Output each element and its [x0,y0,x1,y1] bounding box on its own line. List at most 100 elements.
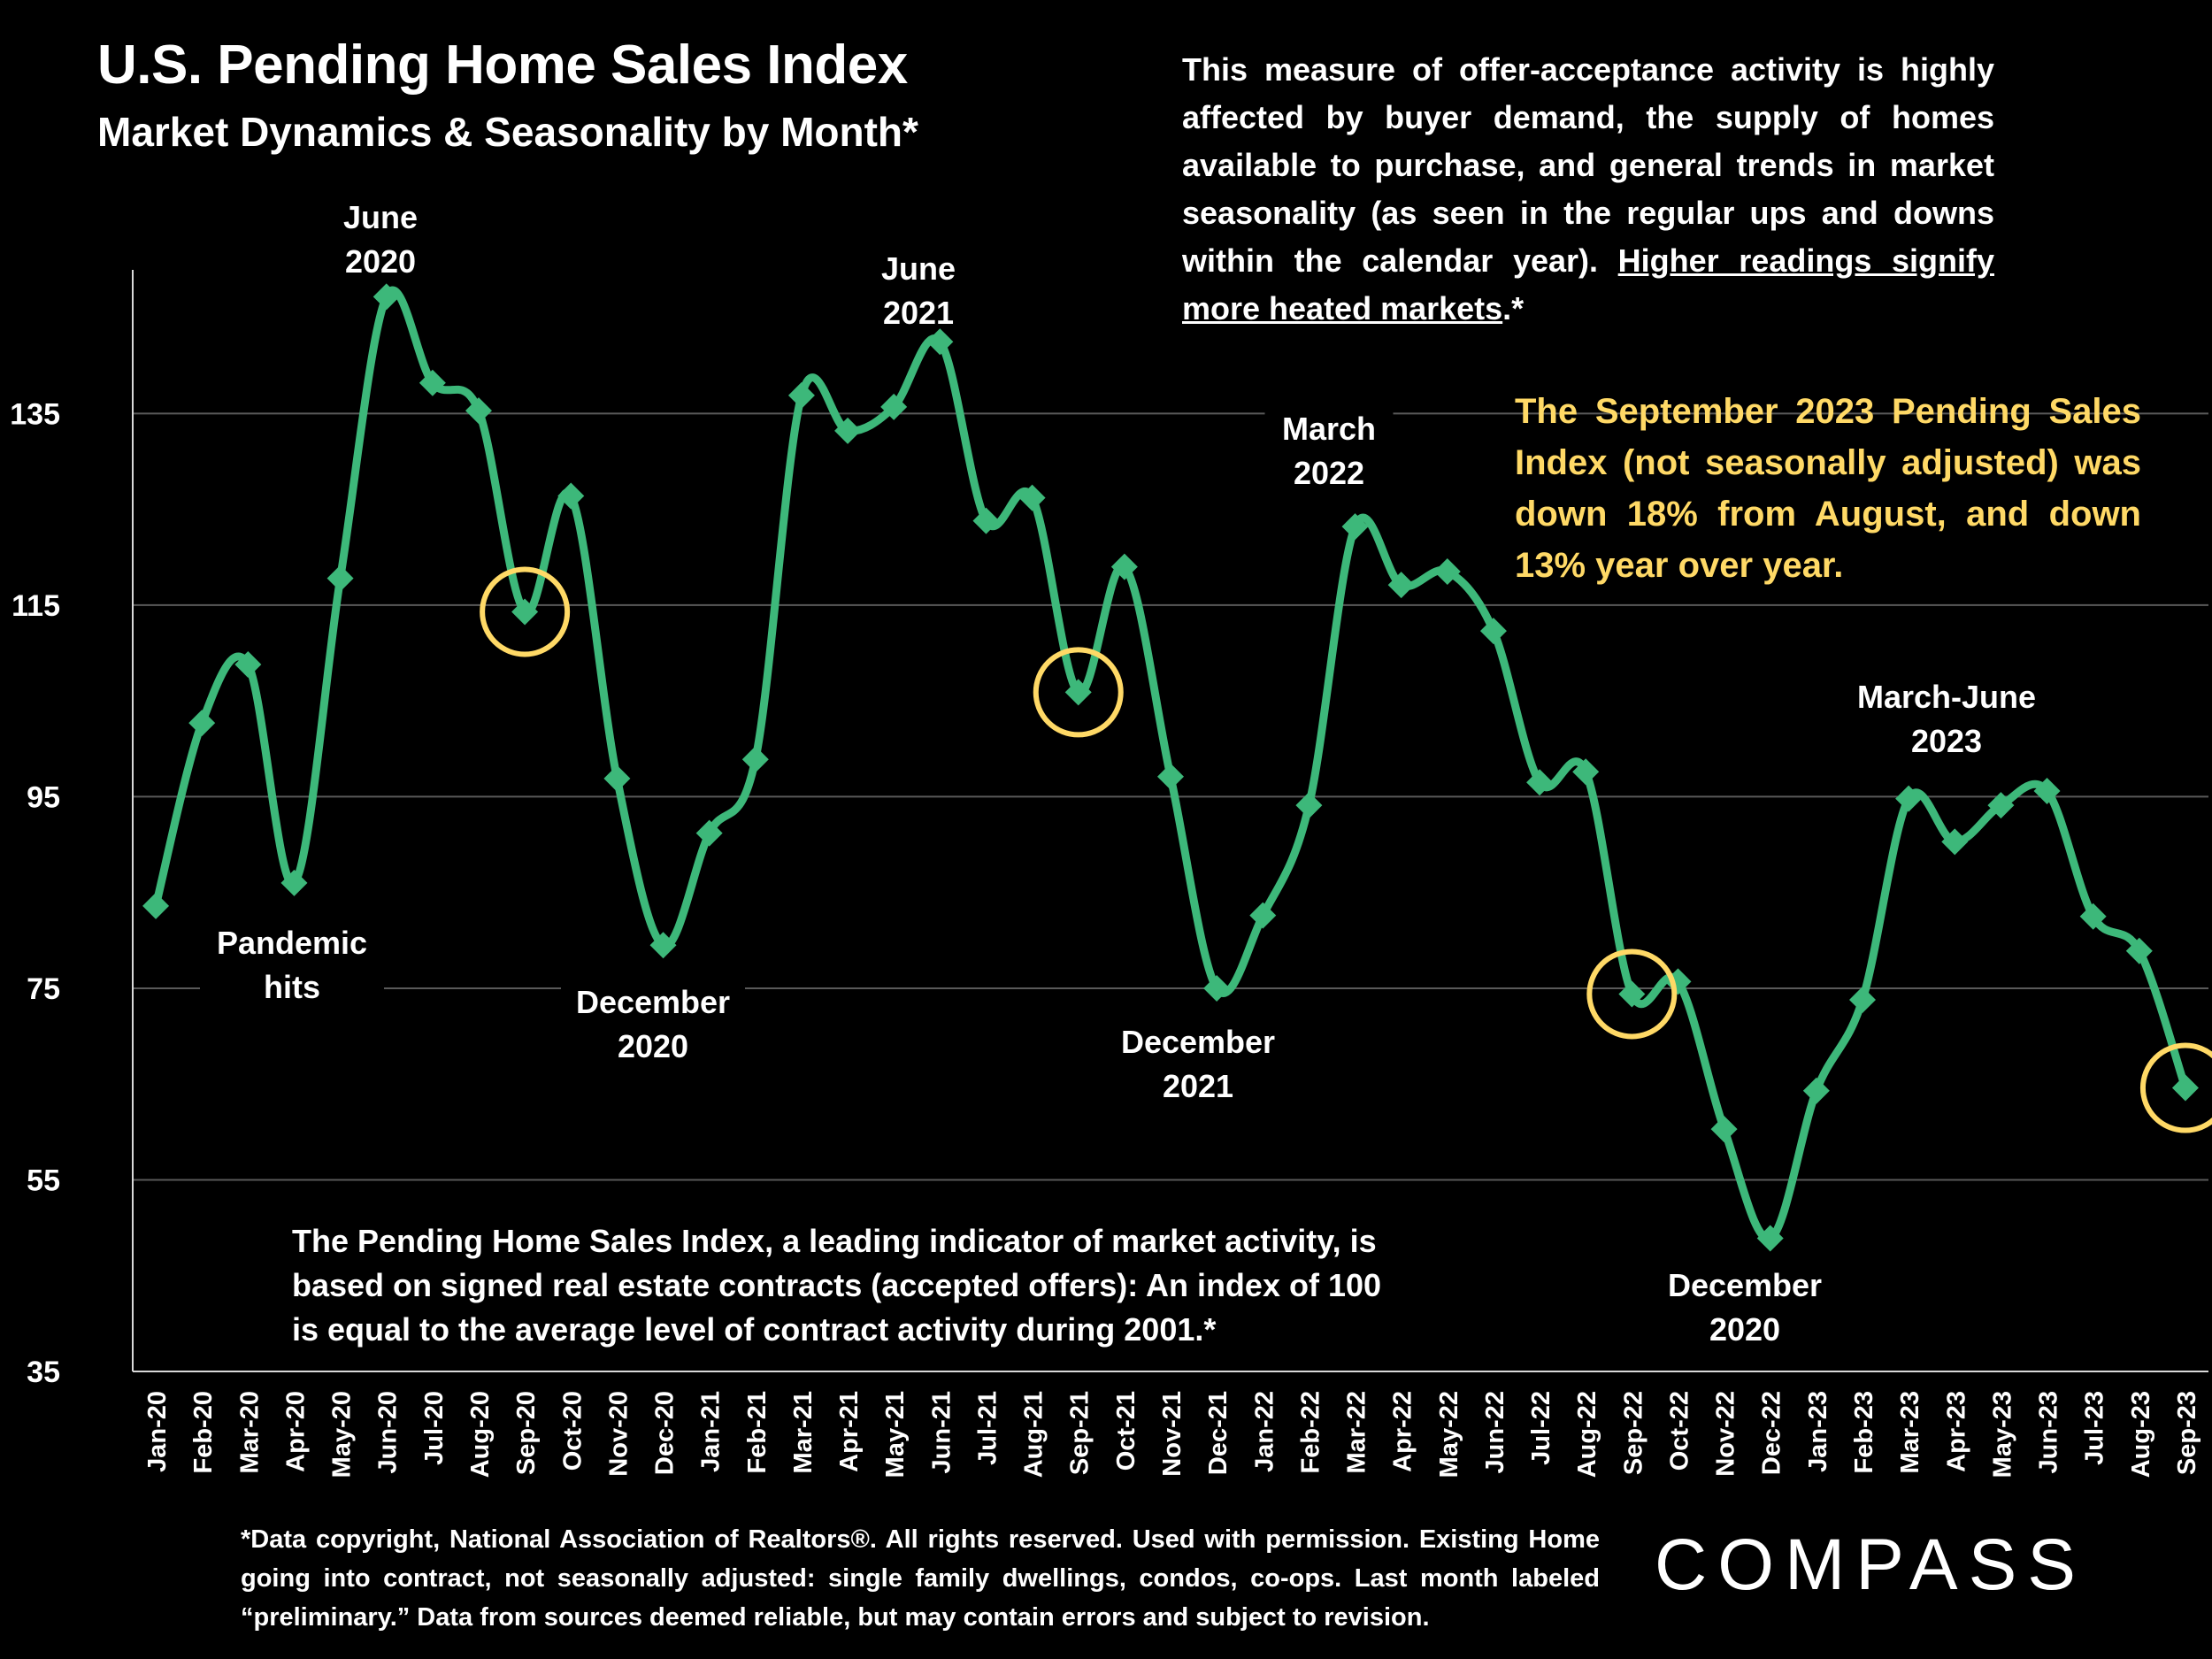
data-point-marker [188,710,216,737]
data-point-marker [1203,974,1231,1002]
annotation-bg [326,191,435,283]
data-point-marker [234,651,262,679]
x-tick-label: Jun-20 [374,1391,403,1473]
data-point-marker [787,381,815,409]
data-point-marker [1618,980,1646,1008]
annotation-label: 2023 [1911,723,1982,759]
x-tick-label: Jul-22 [1527,1391,1555,1465]
september-callout: The September 2023 Pending Sales Index (… [1515,392,2141,585]
x-tick-label: Oct-20 [558,1391,587,1471]
annotation-bg [561,976,745,1068]
annotation-bg [200,917,384,1009]
y-tick-label: 75 [27,972,60,1006]
x-tick-label: Apr-23 [1942,1391,1970,1472]
description-text: This measure of offer-acceptance activit… [1182,46,1994,333]
data-point-marker [1895,785,1923,812]
x-tick-label: Sep-21 [1066,1391,1094,1475]
data-point-marker [1110,553,1138,580]
x-tick-label: Sep-22 [1619,1391,1647,1475]
x-tick-label: Aug-20 [466,1391,495,1478]
data-point-marker [1572,758,1600,786]
x-tick-label: Nov-21 [1158,1391,1187,1477]
data-point-marker [1341,513,1369,541]
x-tick-label: Jan-20 [143,1391,172,1472]
data-point-marker [1295,792,1323,819]
x-tick-label: Feb-20 [189,1391,218,1473]
data-point-marker [419,369,446,396]
annotation-label: 2021 [883,295,954,331]
x-tick-label: May-21 [881,1391,910,1478]
data-point-marker [926,328,954,356]
x-tick-label: Dec-20 [651,1391,680,1475]
y-tick-label: 95 [27,780,60,814]
annotation-label: March [1282,411,1376,447]
data-point-marker [1526,769,1554,796]
data-point-marker [834,417,862,444]
x-tick-label: Jun-21 [927,1391,956,1473]
data-point-marker [2171,1074,2199,1102]
data-point-marker [2033,777,2061,804]
y-tick-label: 35 [27,1356,60,1389]
data-point-marker [1802,1077,1830,1104]
x-tick-label: Oct-21 [1112,1391,1141,1471]
description-main: This measure of offer-acceptance activit… [1182,51,1994,279]
copyright-note: *Data copyright, National Association of… [241,1525,1600,1632]
x-tick-label: Dec-21 [1204,1391,1233,1475]
annotation-label: 2020 [1709,1311,1780,1348]
data-point-marker [880,393,908,420]
annotation-label: 2020 [345,243,416,280]
annotation-label: June [343,199,418,235]
x-tick-label: Aug-23 [2127,1391,2155,1478]
annotation-label: June [881,250,956,287]
data-point-marker [1249,902,1277,929]
x-tick-label: Jan-21 [697,1391,726,1472]
x-tick-label: Jul-21 [973,1391,1002,1465]
data-point-marker [1987,792,2015,819]
x-tick-label: Dec-22 [1758,1391,1786,1475]
x-tick-label: Feb-21 [743,1391,772,1473]
x-tick-label: Nov-22 [1712,1391,1740,1477]
data-point-marker [1157,763,1184,790]
annotation-label: 2022 [1294,455,1364,491]
x-tick-label: May-20 [328,1391,357,1478]
x-tick-label: Mar-23 [1896,1391,1924,1474]
description-end: .* [1502,290,1525,326]
description-emphasis: Higher readings signify more heated mark… [1182,242,1994,326]
x-tick-label: Jan-22 [1250,1391,1279,1472]
data-point-marker [2125,937,2153,964]
data-point-marker [465,397,492,425]
x-tick-label: Nov-20 [604,1391,633,1477]
x-tick-label: Aug-21 [1020,1391,1048,1478]
data-point-marker [972,507,1000,534]
data-point-marker [373,283,400,311]
data-point-marker [280,869,308,896]
highlight-circle [480,566,571,657]
x-tick-label: Mar-21 [789,1391,818,1474]
annotation-label: December [576,984,730,1020]
data-point-marker [2079,902,2107,930]
highlight-circle [1586,949,1678,1040]
data-point-marker [1433,558,1461,586]
x-tick-label: Sep-20 [512,1391,541,1475]
x-tick-label: Jul-20 [420,1391,449,1465]
annotation-bg [864,242,973,334]
data-point-marker [1387,572,1415,599]
data-point-marker [1479,618,1507,645]
y-tick-label: 55 [27,1164,60,1197]
annotation-bg [1836,671,2057,763]
x-tick-label: Jan-23 [1804,1391,1832,1472]
annotation-bg [1264,403,1394,495]
series-line [151,286,2190,1243]
chart-title: U.S. Pending Home Sales Index [97,35,908,96]
data-point-marker [326,565,354,592]
data-point-marker [1018,484,1046,511]
highlight-circle [2139,1042,2212,1133]
x-tick-label: Feb-22 [1296,1391,1325,1473]
annotation-label: December [1668,1267,1822,1303]
data-point-marker [1064,679,1092,706]
data-point-marker [1710,1116,1738,1143]
annotation-bg [1653,1259,1837,1351]
data-point-marker [142,892,170,919]
data-point-marker [695,819,723,847]
y-tick-label: 135 [10,397,60,431]
